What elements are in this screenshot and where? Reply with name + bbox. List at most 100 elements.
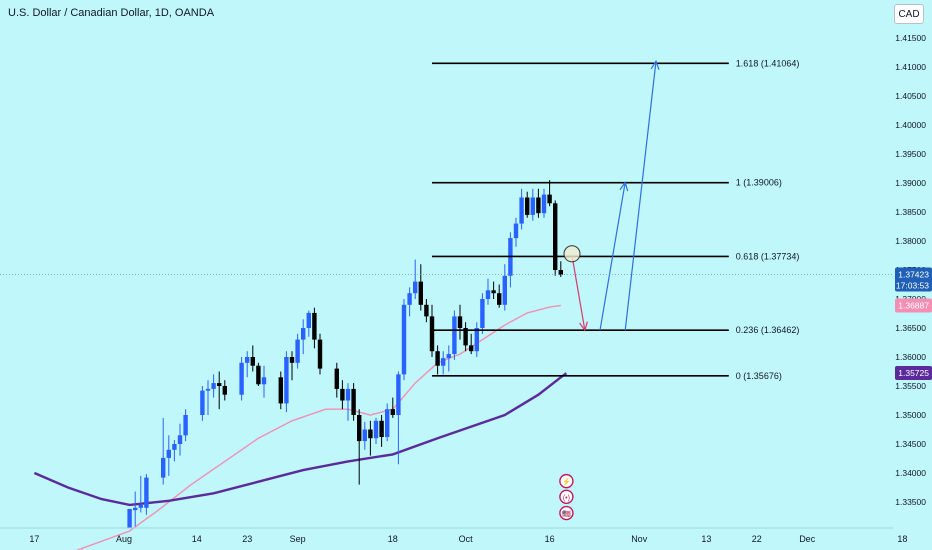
event-icon-badge: [559, 473, 574, 489]
time-tick-label: Sep: [290, 534, 306, 544]
candle-body: [161, 457, 166, 478]
candle-body: [172, 444, 177, 450]
candle-body: [373, 420, 379, 439]
price-tick-label: 1.38500: [895, 207, 926, 217]
price-tick-label: 1.35000: [895, 410, 926, 420]
fib-level-label: 1 (1.39006): [736, 178, 782, 188]
ma-slow-badge-bg: [895, 365, 932, 380]
candle-body: [345, 388, 351, 401]
candle-body: [334, 368, 339, 389]
candle-body: [379, 420, 384, 438]
price-tick-label: 1.34500: [895, 439, 926, 449]
candle-body: [301, 328, 306, 340]
candle-body: [390, 409, 395, 415]
candle-body: [385, 409, 390, 438]
candle-body: [401, 304, 407, 375]
candle-body: [536, 197, 541, 214]
projection-arrow-head: [579, 321, 588, 332]
candle-body: [396, 374, 401, 415]
time-tick-label: 22: [752, 534, 762, 544]
candle-body: [222, 386, 227, 395]
ma-slow-line: [33, 372, 568, 507]
candles-layer: [127, 180, 563, 529]
price-tick-label: 1.41000: [895, 62, 926, 72]
projection-arrow-head: [619, 181, 629, 192]
candle-body: [441, 358, 446, 366]
fib-level-label: 0 (1.35676): [736, 371, 782, 381]
candle-body: [289, 357, 295, 363]
time-tick-label: 13: [701, 534, 711, 544]
candle-body: [553, 203, 558, 270]
candle-body: [362, 429, 367, 442]
fib-level-label: 1.618 (1.41064): [736, 58, 800, 68]
ma-fast-badge-bg: [895, 298, 932, 313]
currency-button[interactable]: CAD: [894, 4, 924, 24]
ma-fast-badge-text: 1.36887: [898, 301, 929, 311]
candle-body: [340, 388, 345, 401]
time-tick-label: Aug: [116, 534, 132, 544]
time-tick-label: 16: [545, 534, 555, 544]
price-tick-label: 1.38000: [895, 236, 926, 246]
time-axis[interactable]: 17 Aug 14 23 Sep 18 Oct 16 Nov 13 22 Dec 18: [29, 534, 907, 544]
event-icons-layer[interactable]: ⚡ (•) 🇺🇸: [559, 473, 574, 521]
highlight-circle: [563, 245, 581, 263]
candle-body: [256, 365, 261, 385]
candle-body: [452, 316, 457, 355]
candle-body: [127, 508, 132, 529]
candle-body: [211, 383, 216, 389]
price-tick-label: 1.41500: [895, 33, 926, 43]
candle-body: [429, 316, 435, 352]
time-tick-label: Nov: [631, 534, 648, 544]
candle-body: [413, 281, 418, 294]
projection-arrow-shaft: [571, 255, 586, 331]
ma-slow-badge-text: 1.35725: [898, 368, 929, 378]
candle-body: [177, 435, 183, 444]
projection-arrows-layer[interactable]: [563, 59, 660, 332]
time-tick-label: 17: [29, 534, 39, 544]
price-tick-label: 1.34000: [895, 468, 926, 478]
projection-arrow-shaft: [624, 61, 657, 331]
time-tick-label: 14: [192, 534, 202, 544]
candle-body: [284, 357, 289, 404]
time-tick-label: 18: [897, 534, 907, 544]
candle-body: [463, 328, 468, 346]
candle-body: [312, 312, 317, 340]
chart-title: U.S. Dollar / Canadian Dollar, 1D, OANDA: [8, 7, 215, 19]
time-tick-label: Dec: [799, 534, 816, 544]
time-tick-label: 23: [242, 534, 252, 544]
candle-body: [418, 281, 423, 305]
price-tick-label: 1.40000: [895, 120, 926, 130]
last-price-text: 1.37423: [898, 269, 929, 279]
candle-body: [144, 477, 149, 508]
candle-body: [306, 312, 311, 328]
candle-body: [513, 223, 519, 239]
event-icon-badge: [559, 489, 574, 504]
candle-body: [183, 415, 188, 436]
time-tick-label: Oct: [459, 534, 474, 544]
last-price-badge-bg: [895, 267, 932, 292]
candle-body: [357, 415, 362, 442]
fib-level-label: 0.618 (1.37734): [736, 251, 800, 261]
candle-body: [485, 290, 491, 299]
price-tick-label: 1.39000: [895, 178, 926, 188]
event-icon-badge: [559, 505, 574, 521]
projection-arrow-head: [650, 59, 660, 70]
candle-body: [200, 390, 205, 415]
candle-body: [502, 275, 507, 305]
fib-level-label: 0.236 (1.36462): [736, 325, 800, 335]
candle-body: [474, 328, 479, 352]
event-icon-glyph: ⚡: [562, 477, 571, 486]
candle-body: [525, 197, 530, 215]
candle-body: [547, 194, 552, 204]
candle-body: [368, 429, 373, 439]
moving-averages-layer: [33, 304, 568, 550]
candle-body: [435, 351, 440, 366]
price-tick-label: 1.35500: [895, 381, 926, 391]
candle-body: [138, 504, 143, 508]
fibonacci-levels-layer[interactable]: 1.618 (1.41064) 1 (1.39006) 0.618 (1.37734…: [432, 58, 799, 381]
candle-body: [558, 270, 563, 275]
candle-body: [519, 197, 524, 224]
ma-fast-line: [75, 304, 561, 550]
